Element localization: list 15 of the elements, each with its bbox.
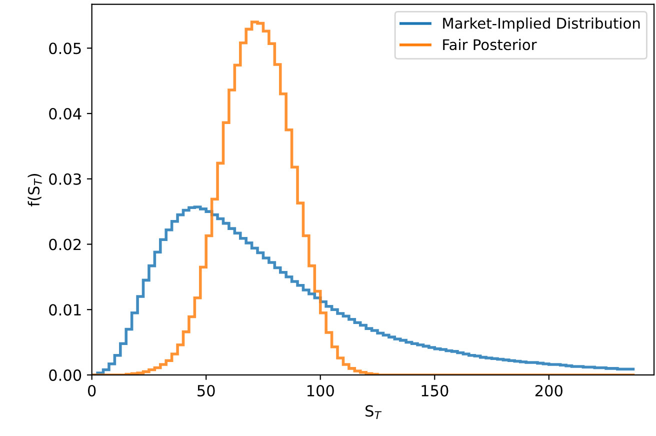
y-tick-label: 0.00	[49, 369, 82, 381]
y-axis-title: f(S$_{T}$)	[28, 174, 42, 206]
x-tick-label: 100	[307, 384, 334, 397]
x-tick-label: 150	[422, 384, 448, 397]
y-tick-label: 0.02	[49, 238, 81, 250]
x-tick-label: 0	[88, 384, 96, 397]
y-tick-label: 0.04	[49, 108, 82, 120]
x-tick-label: 200	[535, 384, 562, 397]
y-tick-label: 0.05	[49, 42, 81, 54]
x-tick-label: 50	[198, 384, 215, 397]
x-axis-title: S$_{T}$	[366, 405, 382, 420]
legend-label: Market-Implied Distribution	[443, 17, 640, 32]
legend-label: Fair Posterior	[443, 38, 537, 50]
y-tick-label: 0.01	[49, 304, 81, 316]
y-tick-label: 0.03	[49, 173, 81, 185]
